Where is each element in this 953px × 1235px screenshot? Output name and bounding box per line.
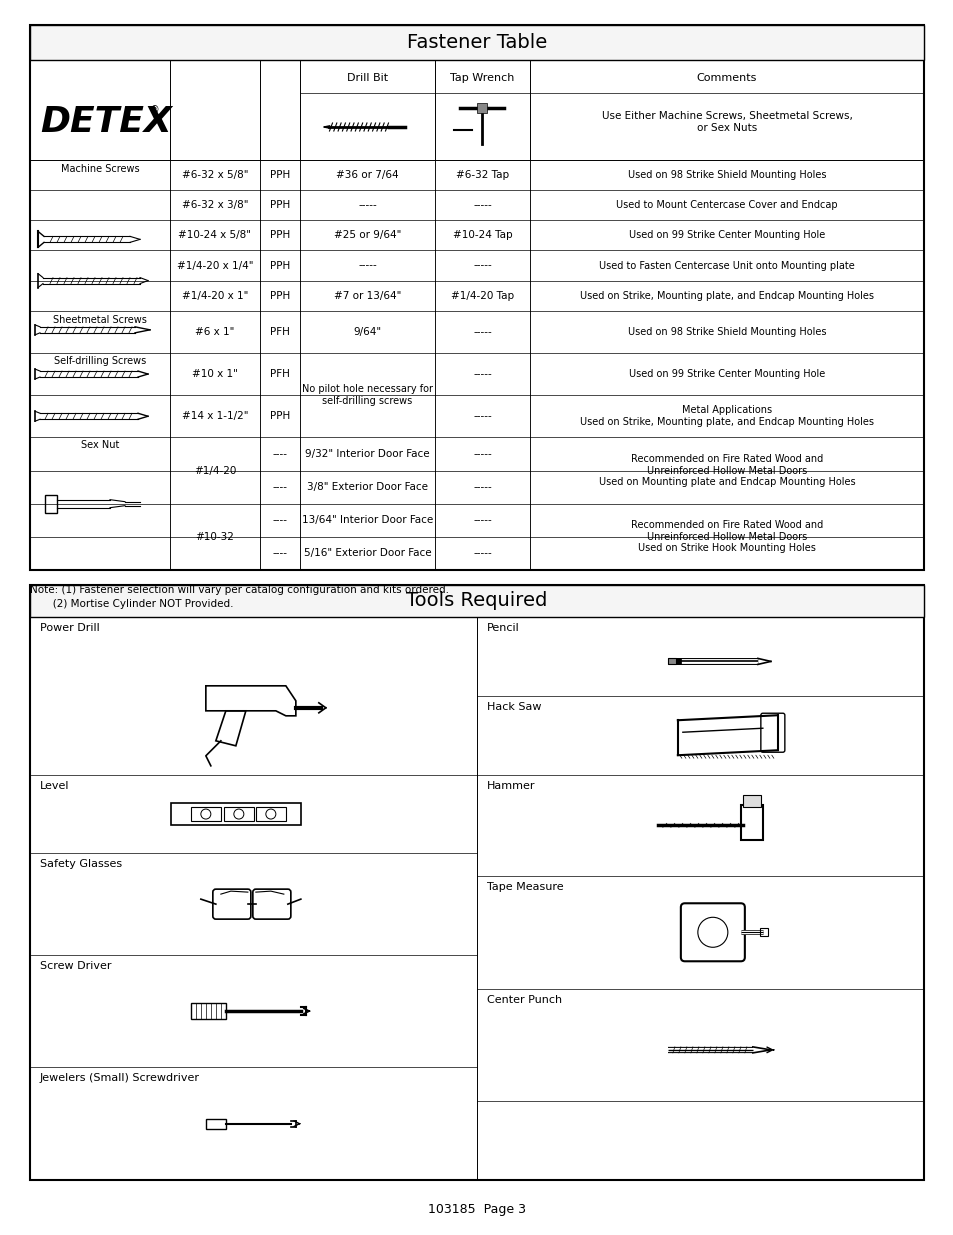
Text: -----: ----- <box>473 327 492 337</box>
Text: Recommended on Fire Rated Wood and
Unreinforced Hollow Metal Doors
Used on Strik: Recommended on Fire Rated Wood and Unrei… <box>630 520 822 553</box>
Text: 13/64" Interior Door Face: 13/64" Interior Door Face <box>301 515 433 525</box>
Text: PPH: PPH <box>270 231 290 241</box>
Text: Level: Level <box>40 781 70 790</box>
Text: 9/32" Interior Door Face: 9/32" Interior Door Face <box>305 450 430 459</box>
Text: -----: ----- <box>473 411 492 421</box>
Text: Machine Screws: Machine Screws <box>61 164 139 174</box>
Text: PPH: PPH <box>270 170 290 180</box>
Text: Screw Driver: Screw Driver <box>40 961 112 971</box>
Text: ®: ® <box>150 105 159 115</box>
Text: ----: ---- <box>273 548 287 558</box>
Text: -----: ----- <box>357 200 376 210</box>
Text: #10 x 1": #10 x 1" <box>192 369 237 379</box>
Text: Used on 98 Strike Shield Mounting Holes: Used on 98 Strike Shield Mounting Holes <box>627 170 825 180</box>
Text: ----: ---- <box>273 482 287 492</box>
Text: #6-32 Tap: #6-32 Tap <box>456 170 509 180</box>
Text: PPH: PPH <box>270 200 290 210</box>
Text: #36 or 7/64: #36 or 7/64 <box>335 170 398 180</box>
Text: #10-32: #10-32 <box>195 532 234 542</box>
Text: #25 or 9/64": #25 or 9/64" <box>334 231 401 241</box>
Text: -----: ----- <box>473 548 492 558</box>
Text: #1/4-20 x 1": #1/4-20 x 1" <box>182 290 248 300</box>
Text: Self-drilling Screws: Self-drilling Screws <box>53 356 146 366</box>
Bar <box>667 658 675 664</box>
Text: #1/4-20 Tap: #1/4-20 Tap <box>451 290 514 300</box>
Text: Sheetmetal Screws: Sheetmetal Screws <box>53 315 147 325</box>
Text: PFH: PFH <box>270 369 290 379</box>
Text: Use Either Machine Screws, Sheetmetal Screws,
or Sex Nuts: Use Either Machine Screws, Sheetmetal Sc… <box>601 111 852 133</box>
Text: 5/16" Exterior Door Face: 5/16" Exterior Door Face <box>303 548 431 558</box>
Text: Tape Measure: Tape Measure <box>486 882 563 892</box>
Text: 103185  Page 3: 103185 Page 3 <box>428 1203 525 1216</box>
Bar <box>740 805 762 840</box>
Text: Fastener Table: Fastener Table <box>406 33 547 52</box>
Text: -----: ----- <box>473 482 492 492</box>
Bar <box>191 806 220 821</box>
Text: DETEX: DETEX <box>40 105 172 140</box>
Text: Safety Glasses: Safety Glasses <box>40 860 122 869</box>
Bar <box>206 1119 226 1129</box>
Text: #7 or 13/64": #7 or 13/64" <box>334 290 401 300</box>
Bar <box>30 585 923 618</box>
Text: #10-24 Tap: #10-24 Tap <box>453 231 512 241</box>
Text: PPH: PPH <box>270 411 290 421</box>
Text: Metal Applications
Used on Strike, Mounting plate, and Endcap Mounting Holes: Metal Applications Used on Strike, Mount… <box>579 405 873 427</box>
Text: -----: ----- <box>473 515 492 525</box>
Text: Center Punch: Center Punch <box>486 994 561 1004</box>
Text: Tap Wrench: Tap Wrench <box>450 73 515 83</box>
Bar <box>224 806 253 821</box>
Text: Note: (1) Fastener selection will vary per catalog configuration and kits ordere: Note: (1) Fastener selection will vary p… <box>30 585 449 595</box>
Bar <box>191 1003 226 1019</box>
Text: Used on 99 Strike Center Mounting Hole: Used on 99 Strike Center Mounting Hole <box>628 369 824 379</box>
Text: Used to Mount Centercase Cover and Endcap: Used to Mount Centercase Cover and Endca… <box>616 200 837 210</box>
Bar <box>675 658 680 664</box>
Text: ----: ---- <box>273 515 287 525</box>
Text: Drill Bit: Drill Bit <box>347 73 388 83</box>
Bar <box>30 585 923 1179</box>
Text: -----: ----- <box>473 450 492 459</box>
Bar <box>477 103 487 112</box>
Bar <box>30 25 923 571</box>
Text: -----: ----- <box>357 261 376 270</box>
Text: PFH: PFH <box>270 327 290 337</box>
Bar <box>255 806 286 821</box>
Text: #6-32 x 5/8": #6-32 x 5/8" <box>182 170 248 180</box>
Text: Power Drill: Power Drill <box>40 622 100 634</box>
Text: (2) Mortise Cylinder NOT Provided.: (2) Mortise Cylinder NOT Provided. <box>30 599 233 609</box>
Text: #1/4-20 x 1/4": #1/4-20 x 1/4" <box>176 261 253 270</box>
Text: #6-32 x 3/8": #6-32 x 3/8" <box>182 200 248 210</box>
Text: Sex Nut: Sex Nut <box>81 441 119 451</box>
Text: -----: ----- <box>473 261 492 270</box>
Text: -----: ----- <box>473 200 492 210</box>
Text: Used on 98 Strike Shield Mounting Holes: Used on 98 Strike Shield Mounting Holes <box>627 327 825 337</box>
Text: #6 x 1": #6 x 1" <box>195 327 234 337</box>
Text: No pilot hole necessary for
self-drilling screws: No pilot hole necessary for self-drillin… <box>302 384 433 406</box>
Text: Used on Strike, Mounting plate, and Endcap Mounting Holes: Used on Strike, Mounting plate, and Endc… <box>579 290 873 300</box>
Text: Comments: Comments <box>696 73 757 83</box>
Text: PPH: PPH <box>270 261 290 270</box>
Text: ----: ---- <box>273 450 287 459</box>
Bar <box>45 495 57 513</box>
Text: -----: ----- <box>473 369 492 379</box>
Text: #10-24 x 5/8": #10-24 x 5/8" <box>178 231 252 241</box>
Text: Tools Required: Tools Required <box>406 592 547 610</box>
Text: Hammer: Hammer <box>486 781 535 790</box>
Text: Used to Fasten Centercase Unit onto Mounting plate: Used to Fasten Centercase Unit onto Moun… <box>598 261 854 270</box>
Text: PPH: PPH <box>270 290 290 300</box>
Text: Hack Saw: Hack Saw <box>486 701 541 711</box>
Text: #1/4-20: #1/4-20 <box>193 466 236 475</box>
Text: Recommended on Fire Rated Wood and
Unreinforced Hollow Metal Doors
Used on Mount: Recommended on Fire Rated Wood and Unrei… <box>598 454 855 487</box>
Text: 3/8" Exterior Door Face: 3/8" Exterior Door Face <box>307 482 428 492</box>
Text: Pencil: Pencil <box>486 622 519 634</box>
Text: 9/64": 9/64" <box>353 327 381 337</box>
Text: Used on 99 Strike Center Mounting Hole: Used on 99 Strike Center Mounting Hole <box>628 231 824 241</box>
Text: Jewelers (Small) Screwdriver: Jewelers (Small) Screwdriver <box>40 1073 200 1083</box>
Bar <box>759 929 767 936</box>
Text: #14 x 1-1/2": #14 x 1-1/2" <box>182 411 248 421</box>
Bar <box>742 795 760 808</box>
Bar <box>171 803 300 825</box>
Bar <box>30 25 923 61</box>
